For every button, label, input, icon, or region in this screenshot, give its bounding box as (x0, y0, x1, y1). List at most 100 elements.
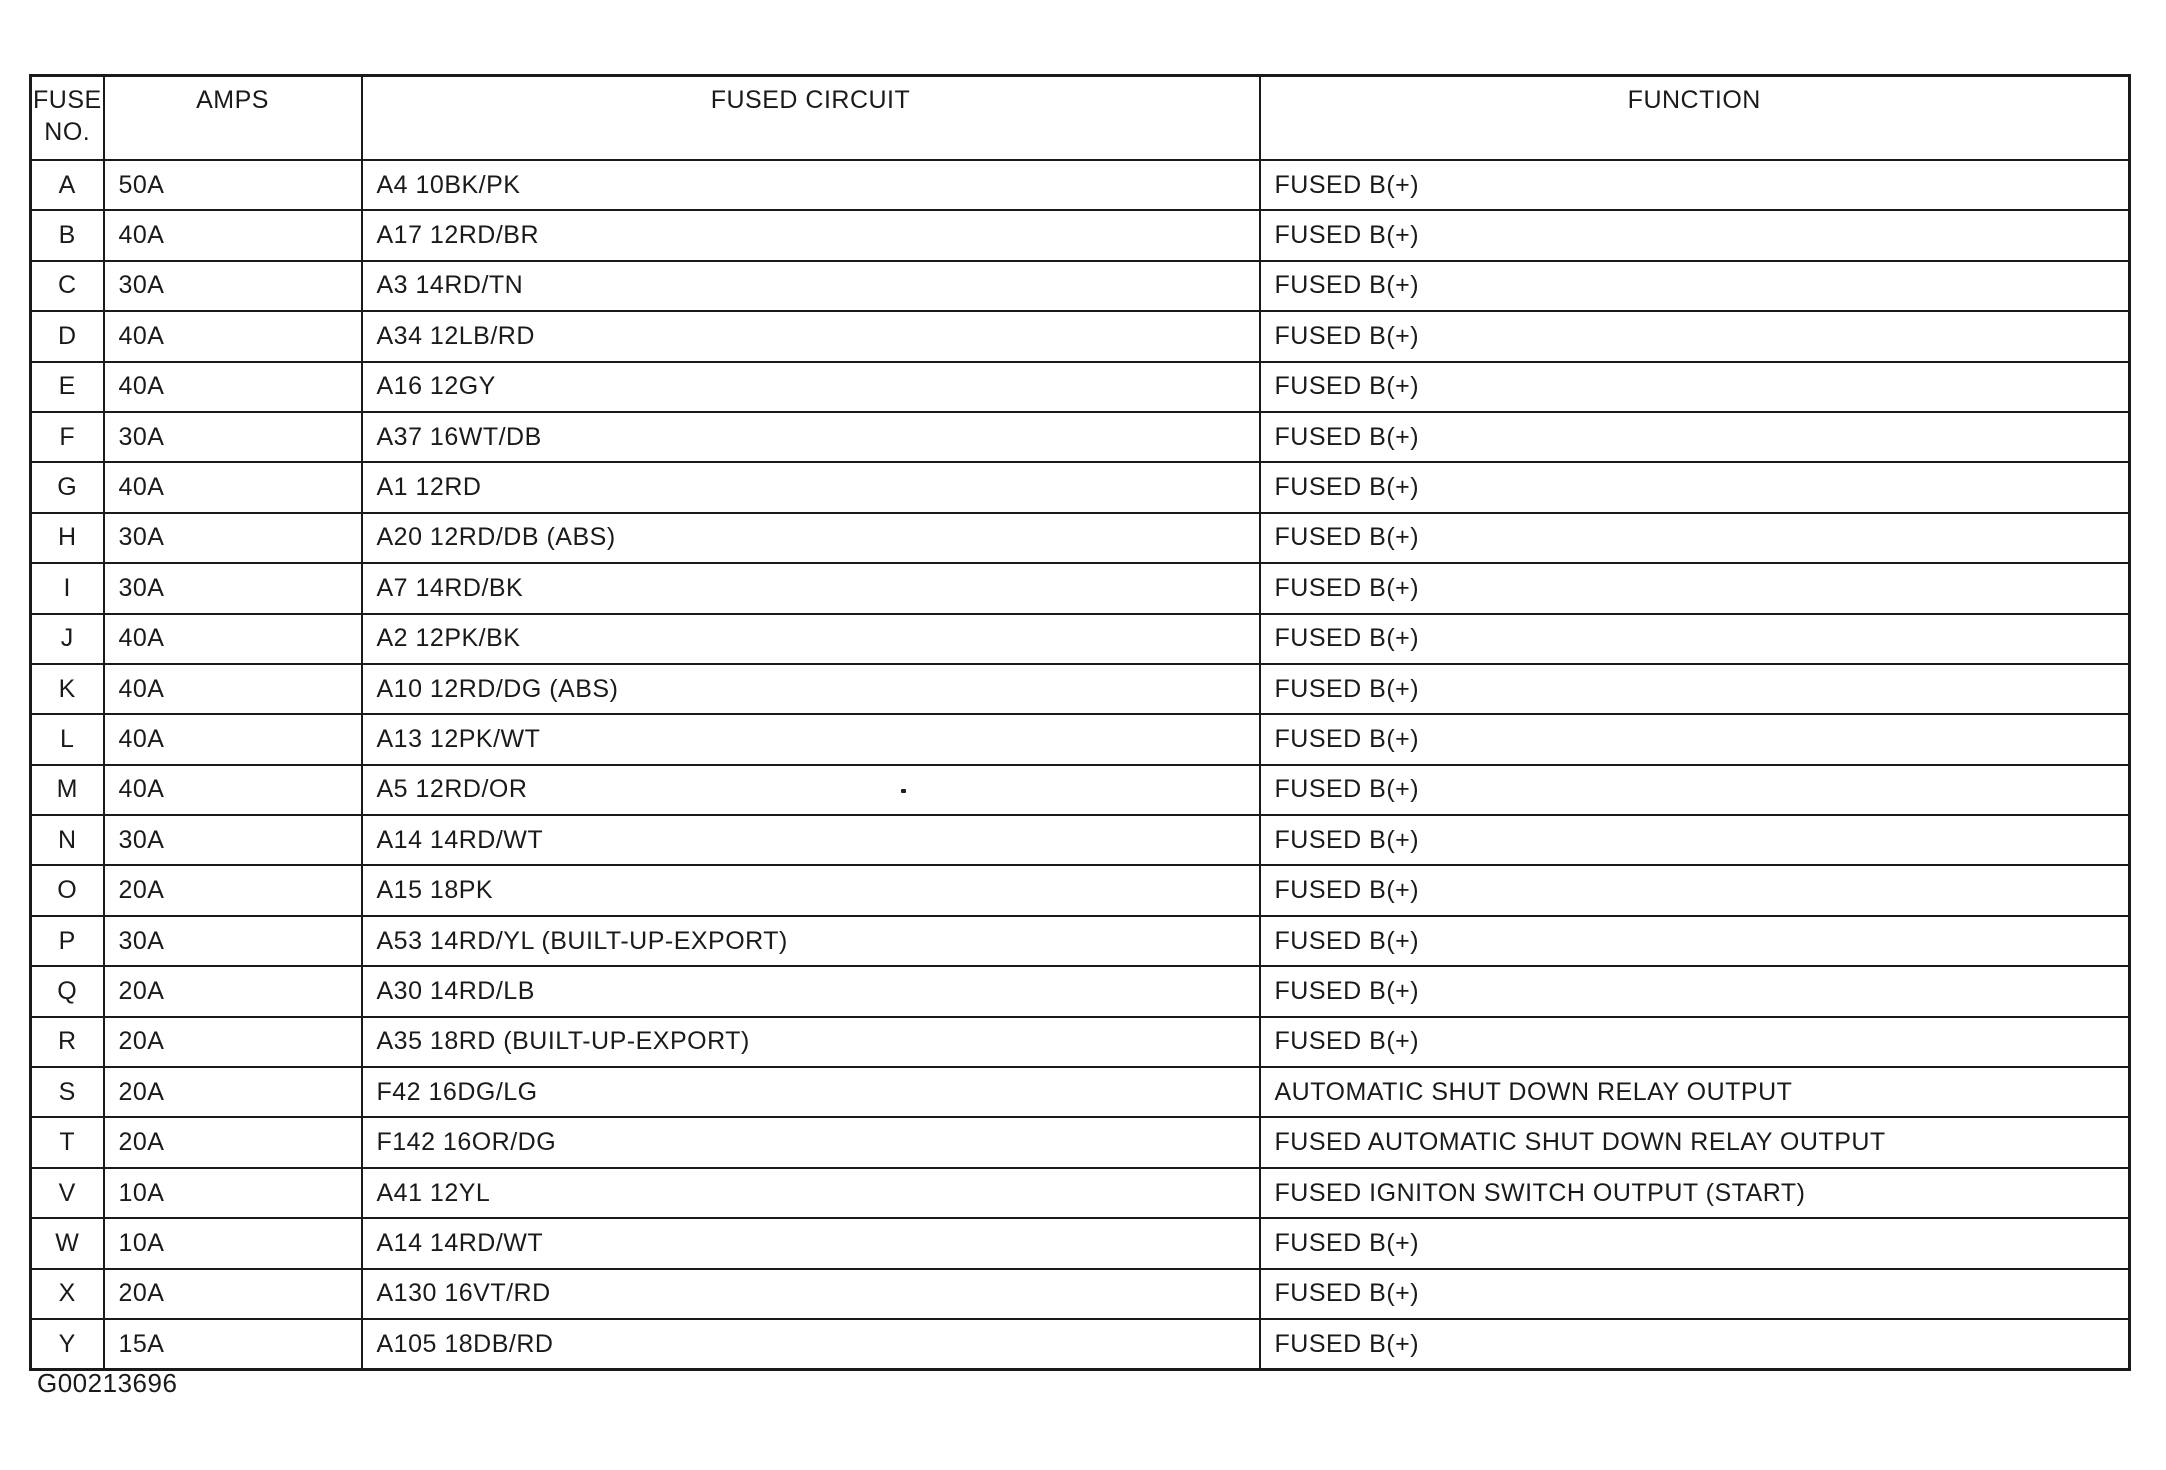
fused-circuit-cell: A37 16WT/DB (360, 410, 1261, 464)
column-header-amps: AMPS (102, 74, 363, 161)
column-header-fuse-no: FUSE NO. (29, 74, 105, 161)
fuse-no-cell: A (29, 158, 105, 212)
amps-cell: 10A (102, 1166, 363, 1220)
amps-cell: 30A (102, 511, 363, 565)
fuse-no-cell: C (29, 259, 105, 313)
amps-cell: 20A (102, 1116, 363, 1169)
fuse-no-cell: T (29, 1116, 105, 1169)
table-row: N 30A A14 14RD/WT FUSED B(+) (29, 814, 2131, 867)
amps-cell: 20A (102, 965, 363, 1018)
fused-circuit-cell: A14 14RD/WT (360, 1217, 1261, 1270)
fuse-no-cell: D (29, 310, 105, 363)
amps-cell: 20A (102, 864, 363, 917)
table-row: A 50A A4 10BK/PK FUSED B(+) (29, 158, 2131, 212)
function-cell: FUSED IGNITON SWITCH OUTPUT (START) (1258, 1166, 2131, 1220)
amps-cell: 40A (102, 360, 363, 413)
table-row: B 40A A17 12RD/BR FUSED B(+) (29, 209, 2131, 262)
function-cell: FUSED B(+) (1258, 461, 2131, 514)
function-cell: FUSED B(+) (1258, 965, 2131, 1018)
fuse-no-cell: Y (29, 1317, 105, 1371)
function-cell: FUSED B(+) (1258, 914, 2131, 968)
amps-cell: 30A (102, 914, 363, 968)
fused-circuit-cell: A7 14RD/BK (360, 562, 1261, 615)
fuse-no-cell: W (29, 1217, 105, 1270)
table-row: O 20A A15 18PK FUSED B(+) (29, 864, 2131, 917)
fuse-no-cell: F (29, 410, 105, 464)
fused-circuit-cell: A4 10BK/PK (360, 158, 1261, 212)
fused-circuit-cell: A15 18PK (360, 864, 1261, 917)
fuse-no-cell: L (29, 713, 105, 766)
fused-circuit-cell: A53 14RD/YL (BUILT-UP-EXPORT) (360, 914, 1261, 968)
column-header-fused-circuit: FUSED CIRCUIT (360, 74, 1261, 161)
amps-cell: 30A (102, 562, 363, 615)
fuse-no-cell: G (29, 461, 105, 514)
table-header-row: FUSE NO. AMPS FUSED CIRCUIT FUNCTION (29, 74, 2131, 161)
amps-cell: 40A (102, 713, 363, 766)
figure-id-label: G00213696 (37, 1368, 178, 1398)
amps-cell: 30A (102, 410, 363, 464)
fused-circuit-cell: A14 14RD/WT (360, 814, 1261, 867)
fuse-no-cell: X (29, 1267, 105, 1320)
amps-cell: 40A (102, 763, 363, 817)
table-row: J 40A A2 12PK/BK FUSED B(+) (29, 612, 2131, 665)
fuse-no-cell: I (29, 562, 105, 615)
table-row: X 20A A130 16VT/RD FUSED B(+) (29, 1267, 2131, 1320)
fuse-no-cell: P (29, 914, 105, 968)
function-cell: FUSED B(+) (1258, 259, 2131, 313)
fuse-no-cell: N (29, 814, 105, 867)
table-row: F 30A A37 16WT/DB FUSED B(+) (29, 410, 2131, 464)
table-row: E 40A A16 12GY FUSED B(+) (29, 360, 2131, 413)
table-row: V 10A A41 12YL FUSED IGNITON SWITCH OUTP… (29, 1166, 2131, 1220)
table-row: L 40A A13 12PK/WT FUSED B(+) (29, 713, 2131, 766)
function-cell: FUSED B(+) (1258, 209, 2131, 262)
function-cell: FUSED B(+) (1258, 410, 2131, 464)
fused-circuit-cell: A105 18DB/RD (360, 1317, 1261, 1371)
fused-circuit-cell: A1 12RD (360, 461, 1261, 514)
function-cell: FUSED B(+) (1258, 158, 2131, 212)
table-row: W 10A A14 14RD/WT FUSED B(+) (29, 1217, 2131, 1270)
function-cell: FUSED B(+) (1258, 814, 2131, 867)
table-row: Q 20A A30 14RD/LB FUSED B(+) (29, 965, 2131, 1018)
function-cell: FUSED B(+) (1258, 1317, 2131, 1371)
fused-circuit-cell: A5 12RD/OR (360, 763, 1261, 817)
fused-circuit-cell: A30 14RD/LB (360, 965, 1261, 1018)
fused-circuit-cell: A13 12PK/WT (360, 713, 1261, 766)
fused-circuit-cell: A130 16VT/RD (360, 1267, 1261, 1320)
fuse-no-cell: S (29, 1066, 105, 1119)
fuse-no-cell: R (29, 1015, 105, 1069)
fuse-no-cell: O (29, 864, 105, 917)
fuse-no-cell: J (29, 612, 105, 665)
fuse-no-cell: V (29, 1166, 105, 1220)
function-cell: FUSED B(+) (1258, 1217, 2131, 1270)
function-cell: FUSED B(+) (1258, 612, 2131, 665)
table-row: M 40A A5 12RD/OR FUSED B(+) (29, 763, 2131, 817)
fuse-no-cell: M (29, 763, 105, 817)
fuse-no-cell: K (29, 662, 105, 716)
amps-cell: 20A (102, 1066, 363, 1119)
fused-circuit-cell: A10 12RD/DG (ABS) (360, 662, 1261, 716)
amps-cell: 30A (102, 814, 363, 867)
function-cell: FUSED B(+) (1258, 662, 2131, 716)
column-header-fuse-no-line1: FUSE (33, 86, 102, 114)
table-row: C 30A A3 14RD/TN FUSED B(+) (29, 259, 2131, 313)
amps-cell: 50A (102, 158, 363, 212)
table-row: D 40A A34 12LB/RD FUSED B(+) (29, 310, 2131, 363)
amps-cell: 40A (102, 310, 363, 363)
column-header-fuse-no-line2: NO. (44, 118, 91, 146)
function-cell: AUTOMATIC SHUT DOWN RELAY OUTPUT (1258, 1066, 2131, 1119)
function-cell: FUSED B(+) (1258, 511, 2131, 565)
fused-circuit-cell: A20 12RD/DB (ABS) (360, 511, 1261, 565)
function-cell: FUSED B(+) (1258, 864, 2131, 917)
fused-circuit-cell: F42 16DG/LG (360, 1066, 1261, 1119)
amps-cell: 40A (102, 662, 363, 716)
amps-cell: 40A (102, 461, 363, 514)
function-cell: FUSED B(+) (1258, 562, 2131, 615)
amps-cell: 30A (102, 259, 363, 313)
fused-circuit-cell: A16 12GY (360, 360, 1261, 413)
fused-circuit-cell: A41 12YL (360, 1166, 1261, 1220)
function-cell: FUSED B(+) (1258, 713, 2131, 766)
amps-cell: 40A (102, 209, 363, 262)
table-row: I 30A A7 14RD/BK FUSED B(+) (29, 562, 2131, 615)
table-row: Y 15A A105 18DB/RD FUSED B(+) (29, 1317, 2131, 1371)
column-header-function: FUNCTION (1258, 74, 2131, 161)
